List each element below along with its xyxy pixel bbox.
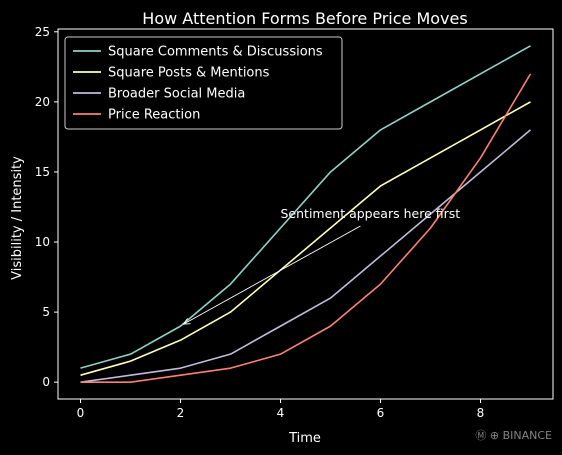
annotation-label: Sentiment appears here first <box>281 206 461 221</box>
chart-title: How Attention Forms Before Price Moves <box>142 9 467 28</box>
x-tick-label: 0 <box>77 406 85 420</box>
x-tick-label: 2 <box>177 406 185 420</box>
legend-label-4: Price Reaction <box>108 108 200 123</box>
series-line-4 <box>80 73 532 383</box>
y-tick-label: 15 <box>35 165 50 179</box>
legend-label-2: Square Posts & Mentions <box>108 66 270 81</box>
plot-frame <box>57 28 554 400</box>
y-tick-label: 0 <box>42 375 50 389</box>
y-tick-label: 5 <box>42 305 50 319</box>
x-tick-label: 8 <box>477 406 485 420</box>
y-tick-label: 10 <box>35 235 50 249</box>
series-line-1 <box>80 45 531 369</box>
legend-label-1: Square Comments & Discussions <box>108 45 323 60</box>
watermark: Ⓜ ⊕ BINANCE <box>475 429 552 442</box>
y-tick-label: 20 <box>35 95 50 109</box>
x-axis-label: Time <box>288 431 321 446</box>
y-axis-label: Visibility / Intensity <box>10 156 25 280</box>
y-tick-label: 25 <box>35 25 50 39</box>
x-tick-label: 6 <box>377 406 385 420</box>
legend-box <box>64 36 343 130</box>
annotation-arrowhead <box>182 318 191 325</box>
legend-label-3: Broader Social Media <box>108 87 245 102</box>
x-tick-label: 4 <box>277 406 285 420</box>
series-line-2 <box>80 101 531 376</box>
annotation-arrow <box>183 225 361 325</box>
